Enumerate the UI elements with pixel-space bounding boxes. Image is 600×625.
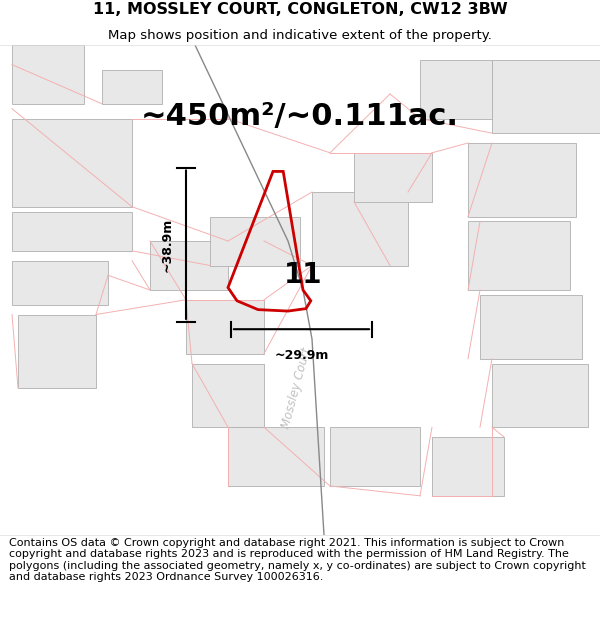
Polygon shape: [150, 241, 228, 290]
Polygon shape: [312, 192, 408, 266]
Polygon shape: [468, 143, 576, 216]
Polygon shape: [330, 428, 420, 486]
Polygon shape: [210, 216, 300, 266]
Polygon shape: [102, 69, 162, 104]
Polygon shape: [186, 300, 264, 354]
Polygon shape: [480, 295, 582, 359]
Text: Mossley Court: Mossley Court: [280, 346, 314, 430]
Text: ~450m²/~0.111ac.: ~450m²/~0.111ac.: [141, 101, 459, 131]
Polygon shape: [492, 364, 588, 428]
Text: 11: 11: [284, 261, 322, 289]
Polygon shape: [12, 119, 132, 207]
Polygon shape: [420, 60, 492, 119]
Text: ~38.9m: ~38.9m: [161, 217, 174, 272]
Polygon shape: [468, 221, 570, 290]
Polygon shape: [492, 60, 600, 133]
Text: Map shows position and indicative extent of the property.: Map shows position and indicative extent…: [108, 29, 492, 42]
Polygon shape: [18, 314, 96, 388]
Polygon shape: [354, 152, 432, 202]
Polygon shape: [192, 364, 264, 428]
Polygon shape: [12, 261, 108, 305]
Text: 11, MOSSLEY COURT, CONGLETON, CW12 3BW: 11, MOSSLEY COURT, CONGLETON, CW12 3BW: [92, 2, 508, 18]
Polygon shape: [432, 437, 504, 496]
Polygon shape: [228, 428, 324, 486]
Polygon shape: [12, 212, 132, 251]
Text: ~29.9m: ~29.9m: [274, 349, 329, 362]
Polygon shape: [12, 45, 84, 104]
Text: Contains OS data © Crown copyright and database right 2021. This information is : Contains OS data © Crown copyright and d…: [9, 538, 586, 582]
